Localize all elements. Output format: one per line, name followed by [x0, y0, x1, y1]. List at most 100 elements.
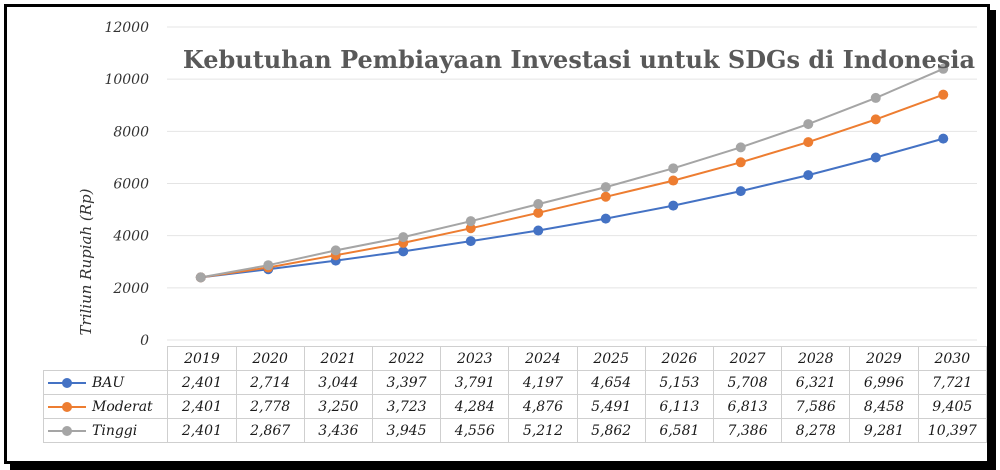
- table-row: BAU 2,401 2,714 3,044 3,397 3,791 4,197 4,654 5,…: [42, 370, 988, 395]
- data-point: [533, 199, 544, 210]
- data-point: [803, 119, 814, 130]
- data-label: 3,723: [371, 394, 442, 419]
- data-point: [465, 223, 476, 234]
- data-label: 7,721: [917, 370, 988, 395]
- x-tick-label: 2019: [167, 346, 237, 371]
- data-point: [735, 186, 746, 197]
- data-label: 4,197: [508, 370, 578, 395]
- x-tick-label: 2027: [712, 346, 783, 371]
- data-label: 6,581: [644, 418, 714, 443]
- data-point: [533, 225, 544, 236]
- y-tick-label: 2000: [112, 281, 149, 297]
- data-label: 6,996: [849, 370, 919, 395]
- data-point: [330, 245, 341, 256]
- data-point: [870, 92, 881, 103]
- data-point: [870, 114, 881, 125]
- data-point: [803, 137, 814, 148]
- legend-entry: Moderat: [42, 394, 169, 419]
- data-label: 4,556: [440, 418, 510, 443]
- y-tick-label: 8000: [113, 124, 149, 140]
- series-lines: [200, 67, 944, 279]
- data-label: 6,113: [644, 394, 714, 419]
- data-point: [600, 191, 611, 202]
- series-name: Tinggi: [92, 422, 138, 439]
- table-row: Tinggi 2,401 2,867 3,436 3,945 4,556 5,212 5,86…: [42, 418, 988, 443]
- series-line-moderat: [200, 93, 944, 279]
- x-tick-label: 2022: [371, 346, 442, 371]
- legend-marker: [48, 401, 86, 413]
- x-tick-label: 2023: [440, 346, 510, 371]
- data-label: 4,876: [508, 394, 578, 419]
- data-label: 10,397: [917, 418, 988, 443]
- data-label: 3,791: [440, 370, 510, 395]
- data-table: 2019 2020 2021 2022 2023 2024 2025 2026 2027 2028…: [42, 346, 988, 443]
- series-line-bau: [200, 137, 944, 279]
- data-label: 3,044: [303, 370, 373, 395]
- table-header-row: 2019 2020 2021 2022 2023 2024 2025 2026 2027 2028…: [43, 346, 988, 371]
- data-label: 4,654: [576, 370, 646, 395]
- data-label: 4,284: [440, 394, 510, 419]
- chart-frame: 0 2000 4000 6000 8000 10000 12000 Triliun Rupi…: [4, 4, 990, 464]
- data-label: 5,708: [712, 370, 783, 395]
- data-label: 2,867: [235, 418, 305, 443]
- y-tick-label: 0: [140, 333, 149, 349]
- data-label: 7,586: [781, 394, 851, 419]
- x-tick-label: 2025: [576, 346, 646, 371]
- data-label: 5,862: [576, 418, 646, 443]
- y-tick-label: 12000: [104, 20, 149, 36]
- data-label: 7,386: [712, 418, 783, 443]
- x-tick-label: 2028: [781, 346, 851, 371]
- y-tick-label: 4000: [112, 229, 149, 245]
- series-line-tinggi: [200, 67, 944, 279]
- x-tick-label: 2020: [235, 346, 305, 371]
- x-tick-label: 2030: [917, 346, 988, 371]
- table-row: Moderat 2,401 2,778 3,250 3,723 4,284 4,876 5,4…: [42, 394, 988, 419]
- series-name: Moderat: [92, 398, 153, 415]
- data-label: 8,278: [781, 418, 851, 443]
- data-point: [668, 163, 679, 174]
- data-point: [263, 260, 274, 271]
- data-label: 5,153: [644, 370, 714, 395]
- data-point: [803, 170, 814, 181]
- data-point: [938, 133, 949, 144]
- data-label: 2,401: [167, 370, 237, 395]
- y-tick-label: 10000: [104, 72, 149, 88]
- data-label: 3,250: [303, 394, 373, 419]
- data-label: 2,401: [167, 418, 237, 443]
- data-point: [398, 232, 409, 243]
- x-tick-label: 2021: [303, 346, 373, 371]
- data-label: 2,401: [167, 394, 237, 419]
- data-point: [668, 175, 679, 186]
- data-point: [668, 200, 679, 211]
- data-point: [465, 236, 476, 247]
- x-tick-label: 2024: [508, 346, 578, 371]
- data-point: [398, 246, 409, 257]
- data-label: 9,281: [849, 418, 919, 443]
- y-axis-label: Triliun Rupiah (Rp): [77, 188, 95, 335]
- data-label: 8,458: [849, 394, 919, 419]
- legend-marker: [48, 425, 86, 437]
- data-point: [735, 142, 746, 153]
- data-point: [735, 157, 746, 168]
- y-axis-ticks: 0 2000 4000 6000 8000 10000 12000: [104, 20, 149, 349]
- legend-marker: [48, 377, 86, 389]
- data-point: [938, 89, 949, 100]
- data-point: [600, 182, 611, 193]
- data-point: [533, 207, 544, 218]
- line-chart: 0 2000 4000 6000 8000 10000 12000 Triliun Rupi…: [77, 20, 977, 349]
- series-name: BAU: [92, 374, 125, 391]
- data-label: 3,397: [371, 370, 442, 395]
- data-point: [870, 152, 881, 163]
- data-point: [600, 213, 611, 224]
- data-point: [465, 216, 476, 227]
- data-label: 2,714: [235, 370, 305, 395]
- data-label: 5,491: [576, 394, 646, 419]
- series-points: [195, 63, 949, 283]
- y-tick-label: 6000: [113, 177, 149, 193]
- legend-entry: BAU: [42, 370, 169, 395]
- data-label: 2,778: [235, 394, 305, 419]
- data-label: 3,436: [303, 418, 373, 443]
- data-label: 6,813: [712, 394, 783, 419]
- table-corner: [43, 346, 169, 371]
- chart-title: Kebutuhan Pembiayaan Investasi untuk SDG…: [183, 45, 975, 74]
